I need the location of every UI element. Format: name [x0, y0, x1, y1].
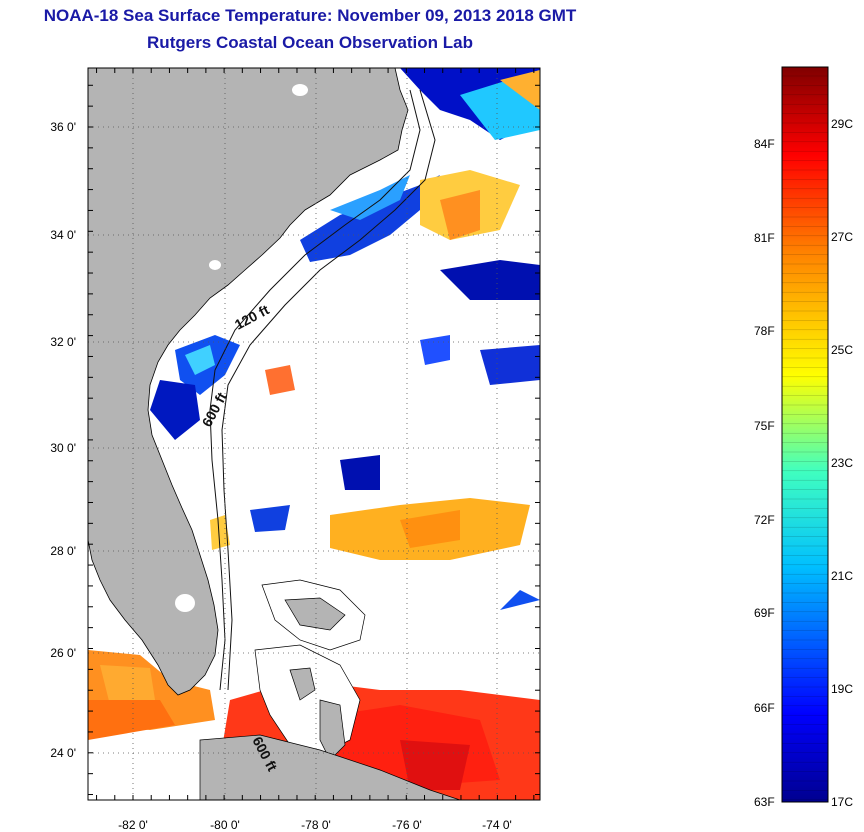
- map-subtitle: Rutgers Coastal Ocean Observation Lab: [147, 33, 473, 52]
- latitude-axis: 36 0' 34 0' 32 0' 30 0' 28 0' 26 0' 24 0…: [50, 120, 76, 760]
- lon-tick-label: -82 0': [118, 818, 148, 832]
- lat-tick-label: 36 0': [50, 120, 76, 134]
- colorbar-c-label: 23C: [831, 456, 854, 470]
- lat-tick-label: 30 0': [50, 441, 76, 455]
- land-cuba: [199, 734, 461, 800]
- lat-tick-label: 32 0': [50, 335, 76, 349]
- colorbar-c-label: 17C: [831, 795, 854, 809]
- colorbar-c-label: 19C: [831, 682, 854, 696]
- colorbar-f-label: 66F: [754, 701, 775, 715]
- bahamas-islands: [284, 597, 346, 761]
- colorbar-f-label: 78F: [754, 324, 775, 338]
- colorbar-c-label: 29C: [831, 117, 854, 131]
- colorbar-c-label: 21C: [831, 569, 854, 583]
- colorbar-f-label: 81F: [754, 231, 775, 245]
- lon-tick-label: -78 0': [301, 818, 331, 832]
- colorbar-f-label: 84F: [754, 137, 775, 151]
- temperature-colorbar: [781, 66, 829, 803]
- map-title: NOAA-18 Sea Surface Temperature: Novembe…: [43, 6, 577, 25]
- axis-ticks: [88, 68, 540, 800]
- colorbar-c-label: 27C: [831, 230, 854, 244]
- colorbar-f-label: 69F: [754, 606, 775, 620]
- lat-tick-label: 24 0': [50, 746, 76, 760]
- lat-tick-label: 28 0': [50, 544, 76, 558]
- colorbar-f-label: 75F: [754, 419, 775, 433]
- colorbar-f-label: 72F: [754, 513, 775, 527]
- lake-okeechobee: [175, 594, 195, 612]
- lon-tick-label: -74 0': [482, 818, 512, 832]
- lon-tick-label: -76 0': [392, 818, 422, 832]
- lat-tick-label: 26 0': [50, 646, 76, 660]
- depth-contours: [209, 89, 436, 691]
- longitude-axis: -82 0' -80 0' -78 0' -76 0' -74 0': [118, 818, 512, 832]
- lon-tick-label: -80 0': [210, 818, 240, 832]
- grid-lines: [88, 68, 540, 800]
- colorbar-f-label: 63F: [754, 795, 775, 809]
- colorbar-c-label: 25C: [831, 343, 854, 357]
- land-southeast-us: [88, 68, 409, 696]
- colorbar-ticks: [782, 75, 828, 801]
- map-border: [87, 67, 541, 801]
- lat-tick-label: 34 0': [50, 228, 76, 242]
